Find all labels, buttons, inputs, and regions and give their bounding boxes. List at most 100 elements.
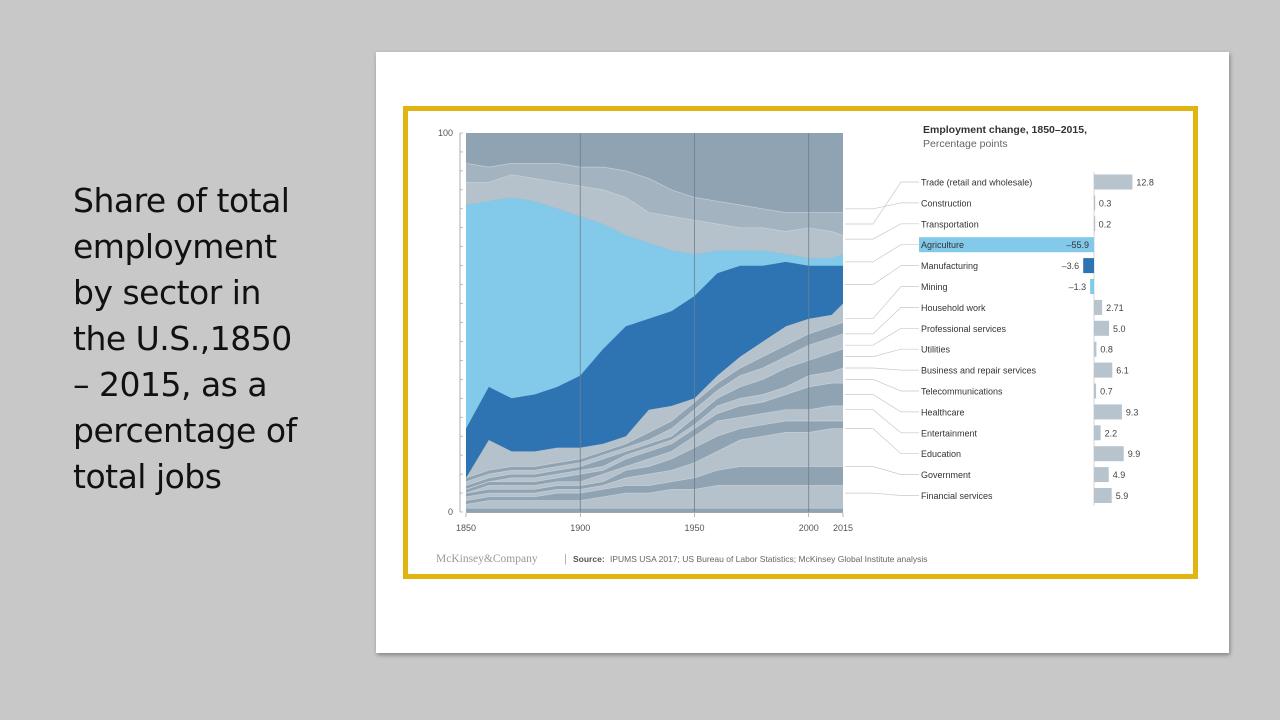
source-label: Source: bbox=[573, 554, 605, 564]
bar-value-label: 9.9 bbox=[1128, 449, 1141, 459]
title-line: the U.S.,1850 bbox=[73, 319, 292, 358]
bar-category-label: Business and repair services bbox=[921, 366, 1037, 376]
title-line: by sector in bbox=[73, 273, 261, 312]
area-band bbox=[466, 485, 843, 509]
y-tick-label: 0 bbox=[448, 507, 453, 517]
leader-line bbox=[845, 307, 919, 335]
bar-category-label: Entertainment bbox=[921, 428, 978, 438]
bar-category-label: Education bbox=[921, 449, 961, 459]
area-band bbox=[466, 333, 843, 486]
band-separator bbox=[465, 348, 844, 486]
leader-line bbox=[845, 379, 919, 392]
leader-line bbox=[845, 223, 919, 240]
leader-lines bbox=[845, 181, 919, 496]
brand-logo: McKinsey&Company bbox=[436, 553, 538, 565]
bar-category-label: Agriculture bbox=[921, 240, 964, 250]
leader-line bbox=[845, 202, 919, 210]
bar-category-label: Government bbox=[921, 470, 971, 480]
area-chart-axes: 0 100 1850 1900 1950 2000 2015 bbox=[438, 128, 853, 533]
band-separator bbox=[465, 420, 843, 494]
area-band bbox=[466, 405, 843, 494]
leader-line bbox=[845, 428, 919, 455]
y-tick-label: 100 bbox=[438, 128, 453, 138]
bar-chart-subtitle: Percentage points bbox=[923, 138, 1008, 150]
band-separator bbox=[465, 382, 843, 490]
manufacturing-area bbox=[466, 261, 843, 478]
bar bbox=[1094, 174, 1133, 190]
bar bbox=[1094, 216, 1096, 232]
area-band bbox=[466, 163, 843, 236]
band-separator bbox=[465, 485, 843, 505]
bar-category-label: Transportation bbox=[921, 219, 979, 229]
bar-category-label: Professional services bbox=[921, 324, 1007, 334]
title-line: Share of total bbox=[73, 181, 290, 220]
band-separator bbox=[465, 333, 844, 483]
area-band bbox=[466, 174, 843, 259]
band-separator bbox=[465, 367, 844, 490]
bar-category-label: Financial services bbox=[921, 491, 993, 501]
leader-line bbox=[845, 409, 919, 434]
bar-category-label: Household work bbox=[921, 303, 986, 313]
source-text: IPUMS USA 2017; US Bureau of Labor Stati… bbox=[610, 554, 927, 564]
area-band bbox=[466, 349, 843, 490]
bar bbox=[1094, 404, 1122, 420]
bar bbox=[1094, 446, 1124, 462]
leader-line bbox=[845, 394, 919, 413]
leader-line bbox=[845, 244, 919, 263]
bar-value-label: 9.3 bbox=[1126, 407, 1139, 417]
area-band bbox=[466, 383, 843, 494]
band-separator bbox=[465, 322, 844, 479]
slide-title: Share of total employment by sector in t… bbox=[73, 178, 343, 500]
bar bbox=[1094, 425, 1101, 441]
leader-line bbox=[845, 181, 919, 225]
chart-card: 0 100 1850 1900 1950 2000 2015 Employment chan… bbox=[376, 52, 1229, 653]
band-separator bbox=[465, 405, 843, 494]
chart-svg: 0 100 1850 1900 1950 2000 2015 Employment chan… bbox=[436, 124, 1154, 565]
bar bbox=[1094, 320, 1109, 336]
leader-line bbox=[845, 348, 919, 357]
bar-category-label: Utilities bbox=[921, 345, 951, 355]
leader-line bbox=[845, 265, 919, 285]
bar-value-label: 6.1 bbox=[1116, 366, 1129, 376]
bar-category-label: Trade (retail and wholesale) bbox=[921, 178, 1032, 188]
bar-value-label: 5.0 bbox=[1113, 324, 1126, 334]
x-tick-label: 2015 bbox=[833, 523, 853, 533]
band-separator bbox=[465, 162, 843, 213]
area-band bbox=[466, 303, 843, 478]
x-tick-label: 1900 bbox=[570, 523, 590, 533]
x-tick-label: 2000 bbox=[799, 523, 819, 533]
leader-line bbox=[845, 286, 919, 320]
area-band bbox=[466, 322, 843, 482]
bar bbox=[1094, 299, 1103, 315]
title-line: percentage of bbox=[73, 411, 297, 450]
title-line: employment bbox=[73, 227, 277, 266]
highlight-frame bbox=[403, 106, 1198, 579]
bar bbox=[1094, 467, 1109, 483]
x-tick-label: 1850 bbox=[456, 523, 476, 533]
bar bbox=[1094, 383, 1097, 399]
area-band bbox=[466, 421, 843, 497]
bar bbox=[1094, 195, 1096, 211]
bar-category-label: Healthcare bbox=[921, 407, 965, 417]
bar-category-label: Manufacturing bbox=[921, 261, 978, 271]
bar-value-label: 5.9 bbox=[1116, 491, 1129, 501]
bar-category-label: Construction bbox=[921, 198, 972, 208]
leader-line bbox=[845, 492, 919, 496]
title-line: total jobs bbox=[73, 457, 222, 496]
footer-separator: | bbox=[564, 553, 567, 565]
bar-value-label: 2.71 bbox=[1106, 303, 1124, 313]
bar-agriculture bbox=[919, 237, 1094, 253]
bar bbox=[1094, 488, 1112, 503]
bar-chart-title: Employment change, 1850–2015, bbox=[923, 124, 1087, 136]
bar-value-label: –3.6 bbox=[1062, 261, 1080, 271]
bar-value-label: 12.8 bbox=[1136, 178, 1154, 188]
bar-value-label: 0.7 bbox=[1100, 387, 1113, 397]
band-separator bbox=[465, 466, 843, 501]
bar-value-label: 2.2 bbox=[1105, 428, 1118, 438]
band-separator bbox=[465, 428, 843, 498]
bar-value-label: 0.8 bbox=[1100, 345, 1113, 355]
bar bbox=[1094, 341, 1097, 357]
employment-change-bars: Employment change, 1850–2015, Percentage … bbox=[919, 124, 1154, 506]
area-band bbox=[466, 466, 843, 505]
bar-value-label: –1.3 bbox=[1069, 282, 1087, 292]
